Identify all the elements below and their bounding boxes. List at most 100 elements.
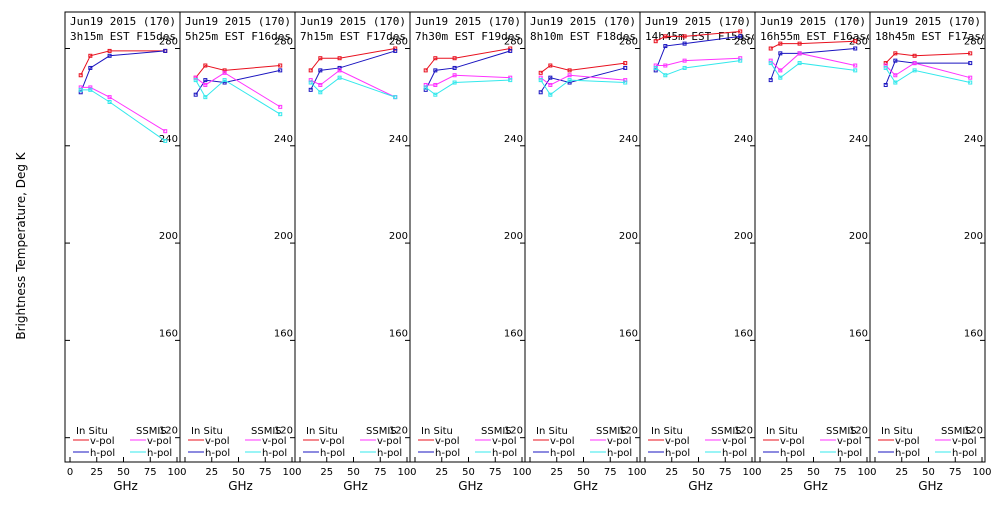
- data-point: [433, 56, 438, 61]
- title-group: Jun19 2015 (170) 14h45m EST F15asc: [645, 15, 754, 43]
- data-point: [853, 68, 858, 73]
- legend-insitu-header: In Situ: [766, 426, 798, 437]
- y-tick-label: 200: [734, 231, 753, 242]
- data-point: [567, 80, 572, 85]
- y-tick-label: 160: [619, 328, 638, 339]
- y-tick-label: 120: [274, 426, 293, 437]
- data-point: [968, 61, 973, 66]
- x-tick-label: 100: [282, 467, 301, 478]
- x-tick-label: 25: [205, 467, 218, 478]
- y-tick-label: 280: [159, 36, 178, 47]
- series-line-3: [195, 72, 281, 108]
- y-tick-label: 240: [964, 134, 983, 145]
- data-point: [452, 56, 457, 61]
- x-tick-label: 50: [462, 467, 475, 478]
- x-tick-label: 100: [397, 467, 416, 478]
- data-point: [318, 82, 323, 87]
- y-tick-label: 120: [504, 426, 523, 437]
- y-tick-label: 280: [504, 36, 523, 47]
- x-tick-label: 25: [895, 467, 908, 478]
- data-point: [433, 82, 438, 87]
- legend-label: v-pol: [320, 436, 345, 447]
- legend-label: v-pol: [90, 436, 115, 447]
- panel-7: 120 160 200 240 280 25 50 75 100 GHz Jun19 2015 (1…: [754, 11, 877, 493]
- data-point: [912, 68, 917, 73]
- data-point: [968, 51, 973, 56]
- data-point: [567, 68, 572, 73]
- panel-subtitle: 7h15m EST F17des: [300, 30, 406, 43]
- series-line-4: [885, 67, 971, 84]
- data-point: [222, 68, 227, 73]
- series-line-3: [655, 57, 741, 67]
- panel-frame: [869, 11, 986, 463]
- y-tick-label: 120: [389, 426, 408, 437]
- data-point: [308, 80, 313, 85]
- data-point: [663, 34, 668, 39]
- data-point: [193, 92, 198, 97]
- series-line-1: [770, 40, 856, 49]
- x-tick-label: 75: [489, 467, 502, 478]
- legend-ssmis-header: SSMIS: [481, 426, 512, 437]
- data-point: [682, 65, 687, 70]
- data-point: [738, 56, 743, 61]
- data-point: [548, 92, 553, 97]
- data-point: [538, 90, 543, 95]
- data-point: [663, 44, 668, 49]
- legend-label: h-pol: [837, 448, 862, 459]
- series-line-2: [770, 47, 856, 81]
- panel-title: Jun19 2015 (170): [70, 15, 176, 28]
- y-tick-label: 160: [849, 328, 868, 339]
- data-point: [912, 61, 917, 66]
- data-point: [452, 73, 457, 78]
- panel-title: Jun19 2015 (170): [645, 15, 751, 28]
- x-tick-label: 25: [435, 467, 448, 478]
- data-point: [893, 73, 898, 78]
- x-tick-label: 75: [374, 467, 387, 478]
- legend-ssmis-header: SSMIS: [941, 426, 972, 437]
- x-tick-label: 25: [550, 467, 563, 478]
- data-point: [393, 46, 398, 51]
- data-point: [548, 75, 553, 80]
- panel-3: 120 160 200 240 280 25 50 75 100 GHz Jun19 2015 (1…: [294, 11, 417, 493]
- data-point: [337, 68, 342, 73]
- series-line-1: [195, 64, 281, 78]
- y-tick-label: 240: [389, 134, 408, 145]
- title-group: Jun19 2015 (170) 5h25m EST F16des: [185, 15, 291, 43]
- data-point: [778, 51, 783, 56]
- y-tick-label: 240: [849, 134, 868, 145]
- series-line-3: [80, 86, 166, 132]
- y-tick-label: 120: [734, 426, 753, 437]
- data-point: [318, 68, 323, 73]
- x-tick-label: 50: [922, 467, 935, 478]
- legend-insitu-header: In Situ: [306, 426, 338, 437]
- data-point: [912, 53, 917, 58]
- panel-title: Jun19 2015 (170): [415, 15, 521, 28]
- x-tick-label: 0: [67, 467, 73, 478]
- x-tick-label: 50: [117, 467, 130, 478]
- legend-label: v-pol: [147, 436, 172, 447]
- title-group: Jun19 2015 (170) 7h30m EST F19des: [415, 15, 521, 43]
- data-point: [203, 63, 208, 68]
- title-group: Jun19 2015 (170) 8h10m EST F18des: [530, 15, 636, 43]
- data-point: [623, 65, 628, 70]
- data-point: [203, 78, 208, 83]
- series-line-2: [885, 60, 971, 86]
- series-line-2: [655, 35, 741, 71]
- data-point: [88, 65, 93, 70]
- legend-label: v-pol: [550, 436, 575, 447]
- legend-ssmis-header: SSMIS: [366, 426, 397, 437]
- data-point: [797, 41, 802, 46]
- legend-ssmis-header: SSMIS: [596, 426, 627, 437]
- legend-insitu-header: In Situ: [76, 426, 108, 437]
- data-point: [78, 73, 83, 78]
- series-line-2: [425, 50, 511, 91]
- data-point: [768, 78, 773, 83]
- series-line-3: [425, 74, 511, 86]
- data-point: [968, 75, 973, 80]
- data-point: [738, 58, 743, 63]
- y-tick-label: 280: [964, 36, 983, 47]
- series-line-4: [310, 77, 396, 98]
- data-point: [883, 61, 888, 66]
- data-point: [883, 63, 888, 68]
